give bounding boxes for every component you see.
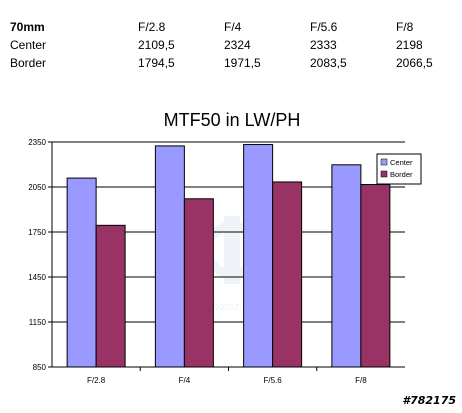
y-tick-label: 850	[33, 363, 47, 372]
mtf50-bar-chart: MTF50 in LW/PH photozone 850115014501750…	[28, 110, 422, 385]
watermark-bar	[224, 216, 240, 284]
table-header-cell: F/2.8	[138, 20, 166, 34]
table-row: Border 1794,5 1971,5 2083,5 2066,5	[10, 54, 456, 72]
bar-border	[183, 198, 214, 368]
table-header-cell: F/5.6	[310, 20, 338, 34]
x-tick-label: F/8	[355, 376, 367, 385]
table-cell: 2324	[224, 38, 251, 52]
table-cell: Center	[10, 38, 47, 52]
table-cell: 2083,5	[310, 56, 347, 70]
table-cell: 1971,5	[224, 56, 261, 70]
legend-swatch	[380, 158, 388, 166]
x-tick-label: F/4	[179, 376, 191, 385]
y-tick-label: 2350	[28, 138, 46, 147]
chart-title: MTF50 in LW/PH	[164, 110, 301, 130]
table-cell: Border	[10, 56, 47, 70]
table-header-cell: F/4	[224, 20, 242, 34]
bar-center	[331, 164, 362, 368]
table-cell: 2198	[396, 38, 423, 52]
plot-area: 850 1150 1450 1750 2050 2350 F/2.8 F/4 F/5.6 F/8	[28, 138, 405, 385]
bar-border	[360, 184, 391, 368]
bar-center	[243, 144, 274, 368]
legend-swatch	[380, 170, 388, 178]
table-header-cell: F/8	[396, 20, 414, 34]
y-tick-label: 1450	[28, 273, 46, 282]
legend-label: Center	[390, 158, 413, 167]
bar-center	[154, 145, 185, 368]
y-tick-label: 1750	[28, 228, 46, 237]
legend-label: Border	[390, 170, 413, 179]
bar-border	[272, 181, 303, 368]
legend: Center Border	[376, 153, 422, 185]
bar-center	[66, 177, 97, 368]
x-tick-label: F/2.8	[87, 376, 106, 385]
bar-border	[95, 224, 126, 368]
table-cell: 2333	[310, 38, 337, 52]
table-header-cell: 70mm	[10, 20, 45, 34]
table-cell: 1794,5	[138, 56, 175, 70]
x-tick-label: F/5.6	[264, 376, 283, 385]
table-cell: 2066,5	[396, 56, 433, 70]
table-cell: 2109,5	[138, 38, 175, 52]
data-table: 70mm F/2.8 F/4 F/5.6 F/8 Center 2109,5 2…	[10, 18, 456, 72]
table-header-row: 70mm F/2.8 F/4 F/5.6 F/8	[10, 18, 456, 36]
y-tick-label: 1150	[29, 318, 47, 327]
y-tick-label: 2050	[28, 183, 46, 192]
image-id: #782175	[402, 394, 456, 407]
table-row: Center 2109,5 2324 2333 2198	[10, 36, 456, 54]
